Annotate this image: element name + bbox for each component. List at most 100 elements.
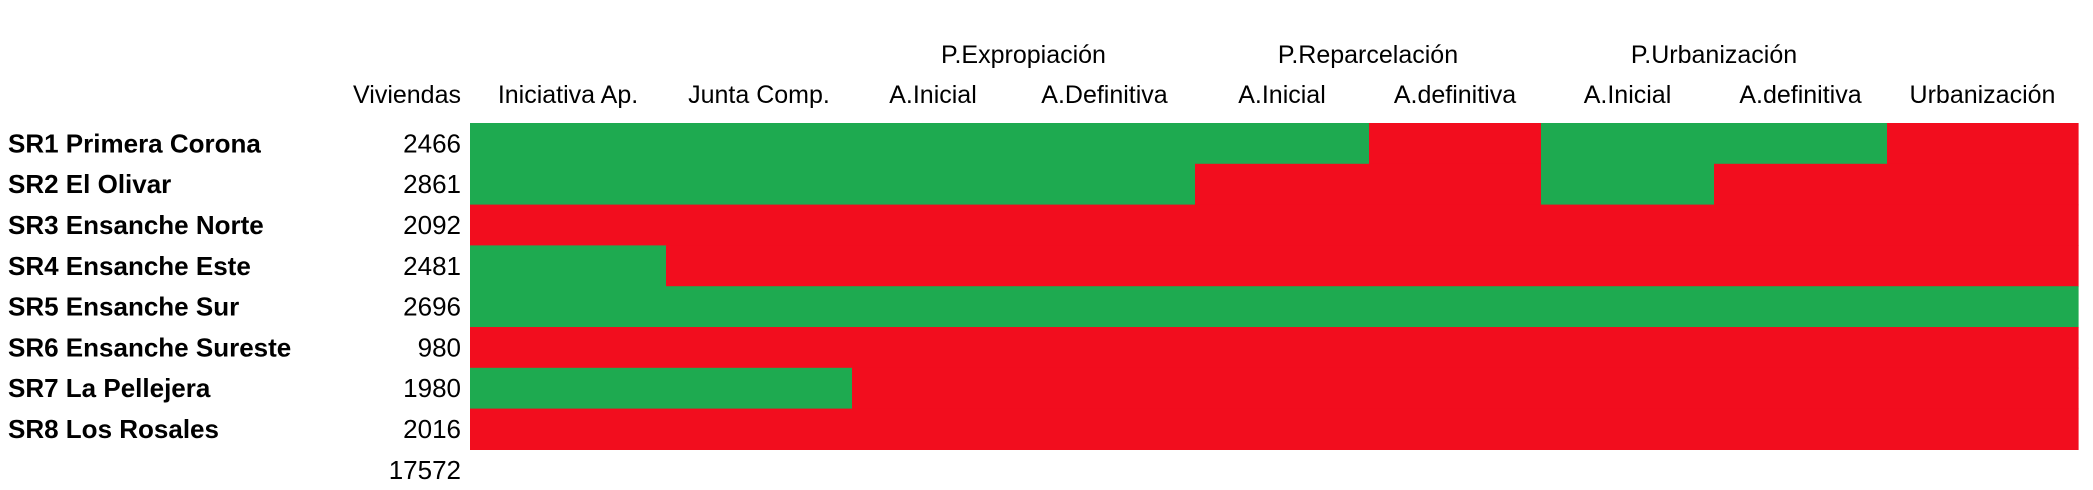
status-cell-pending	[1887, 245, 2079, 287]
status-cell-pending	[666, 327, 853, 369]
status-cell-pending	[1541, 367, 1715, 410]
group-header: P.Reparcelación	[1278, 41, 1458, 69]
row-label: SR2 El Olivar	[8, 169, 171, 199]
row-label: SR4 Ensanche Este	[8, 251, 251, 281]
status-cell-pending	[1541, 204, 1715, 246]
status-cell-pending	[1195, 204, 1370, 246]
status-cell-pending	[852, 408, 1015, 450]
status-cell-pending	[1369, 327, 1542, 369]
group-header: P.Expropiación	[941, 41, 1106, 69]
status-cell-pending	[1014, 408, 1196, 450]
status-cell-pending	[1714, 245, 1888, 287]
viviendas-value: 2016	[403, 414, 461, 444]
viviendas-value: 1980	[403, 373, 461, 403]
stage-header: A.Inicial	[1238, 81, 1326, 109]
status-cell-pending	[1887, 408, 2079, 450]
status-cell-pending	[1714, 204, 1888, 246]
status-cell-pending	[1714, 163, 1888, 206]
row-label: SR1 Primera Corona	[8, 128, 261, 158]
status-cell-pending	[1014, 367, 1196, 410]
row-label: SR5 Ensanche Sur	[8, 292, 239, 322]
status-cell-done	[852, 123, 1015, 165]
viviendas-value: 2092	[403, 210, 461, 240]
status-cell-pending	[1369, 408, 1542, 450]
status-cell-done	[666, 286, 853, 328]
status-cell-pending	[666, 408, 853, 450]
status-cell-done	[470, 163, 667, 206]
status-cell-done	[1014, 163, 1196, 206]
status-cell-done	[1369, 286, 1542, 328]
stage-header: Junta Comp.	[688, 81, 830, 109]
stage-header: A.Inicial	[889, 81, 977, 109]
status-cell-pending	[666, 245, 853, 287]
status-cell-pending	[1541, 327, 1715, 369]
status-cell-done	[1195, 286, 1370, 328]
row-label: SR8 Los Rosales	[8, 414, 219, 444]
stage-header: A.Inicial	[1584, 81, 1672, 109]
status-cell-pending	[1014, 245, 1196, 287]
status-cell-done	[470, 123, 667, 165]
status-cell-pending	[1195, 408, 1370, 450]
status-cell-pending	[1541, 245, 1715, 287]
status-cell-done	[1887, 286, 2079, 328]
status-cell-done	[1541, 163, 1715, 206]
status-cell-pending	[1369, 123, 1542, 165]
status-cell-done	[1195, 123, 1370, 165]
status-cell-done	[1541, 123, 1715, 165]
status-cell-done	[1541, 286, 1715, 328]
status-cell-pending	[1714, 408, 1888, 450]
viviendas-value: 2466	[403, 128, 461, 158]
viviendas-header: Viviendas	[353, 81, 461, 109]
status-cell-done	[1014, 123, 1196, 165]
status-cell-pending	[1369, 367, 1542, 410]
status-cell-pending	[1195, 163, 1370, 206]
status-cell-done	[1014, 286, 1196, 328]
status-cell-pending	[1887, 123, 2079, 165]
stage-header: A.definitiva	[1394, 81, 1516, 109]
status-cell-pending	[852, 245, 1015, 287]
status-cell-pending	[470, 408, 667, 450]
status-cell-pending	[1887, 163, 2079, 206]
stage-header: A.Definitiva	[1041, 81, 1168, 109]
status-cell-pending	[1714, 367, 1888, 410]
status-cell-pending	[1541, 408, 1715, 450]
status-cell-pending	[1887, 367, 2079, 410]
status-cell-pending	[470, 204, 667, 246]
status-cell-done	[1714, 123, 1888, 165]
status-cell-done	[470, 286, 667, 328]
status-cell-pending	[852, 204, 1015, 246]
status-cell-done	[470, 245, 667, 287]
status-cell-done	[666, 367, 853, 410]
status-cell-done	[666, 123, 853, 165]
status-cell-done	[666, 163, 853, 206]
status-cell-done	[1714, 286, 1888, 328]
status-cell-done	[852, 163, 1015, 206]
status-cell-pending	[1887, 327, 2079, 369]
status-cell-pending	[1369, 163, 1542, 206]
status-cell-pending	[1714, 327, 1888, 369]
status-cell-pending	[470, 327, 667, 369]
stage-header: A.definitiva	[1739, 81, 1861, 109]
viviendas-value: 2696	[403, 292, 461, 322]
viviendas-value: 2481	[403, 251, 461, 281]
group-header: P.Urbanización	[1631, 41, 1797, 69]
status-cell-done	[852, 286, 1015, 328]
status-cell-pending	[1369, 245, 1542, 287]
status-cell-pending	[1014, 204, 1196, 246]
status-cell-pending	[1887, 204, 2079, 246]
status-cell-pending	[852, 327, 1015, 369]
status-cell-pending	[1195, 245, 1370, 287]
stage-header: Urbanización	[1910, 81, 2056, 109]
status-cell-pending	[1369, 204, 1542, 246]
row-label: SR6 Ensanche Sureste	[8, 332, 291, 362]
status-cell-pending	[1195, 367, 1370, 410]
viviendas-value: 2861	[403, 169, 461, 199]
status-cell-pending	[666, 204, 853, 246]
status-cell-done	[470, 367, 667, 410]
viviendas-value: 980	[418, 332, 461, 362]
stage-header: Iniciativa Ap.	[498, 81, 638, 109]
row-label: SR7 La Pellejera	[8, 373, 211, 403]
status-cell-pending	[852, 367, 1015, 410]
status-cell-pending	[1195, 327, 1370, 369]
